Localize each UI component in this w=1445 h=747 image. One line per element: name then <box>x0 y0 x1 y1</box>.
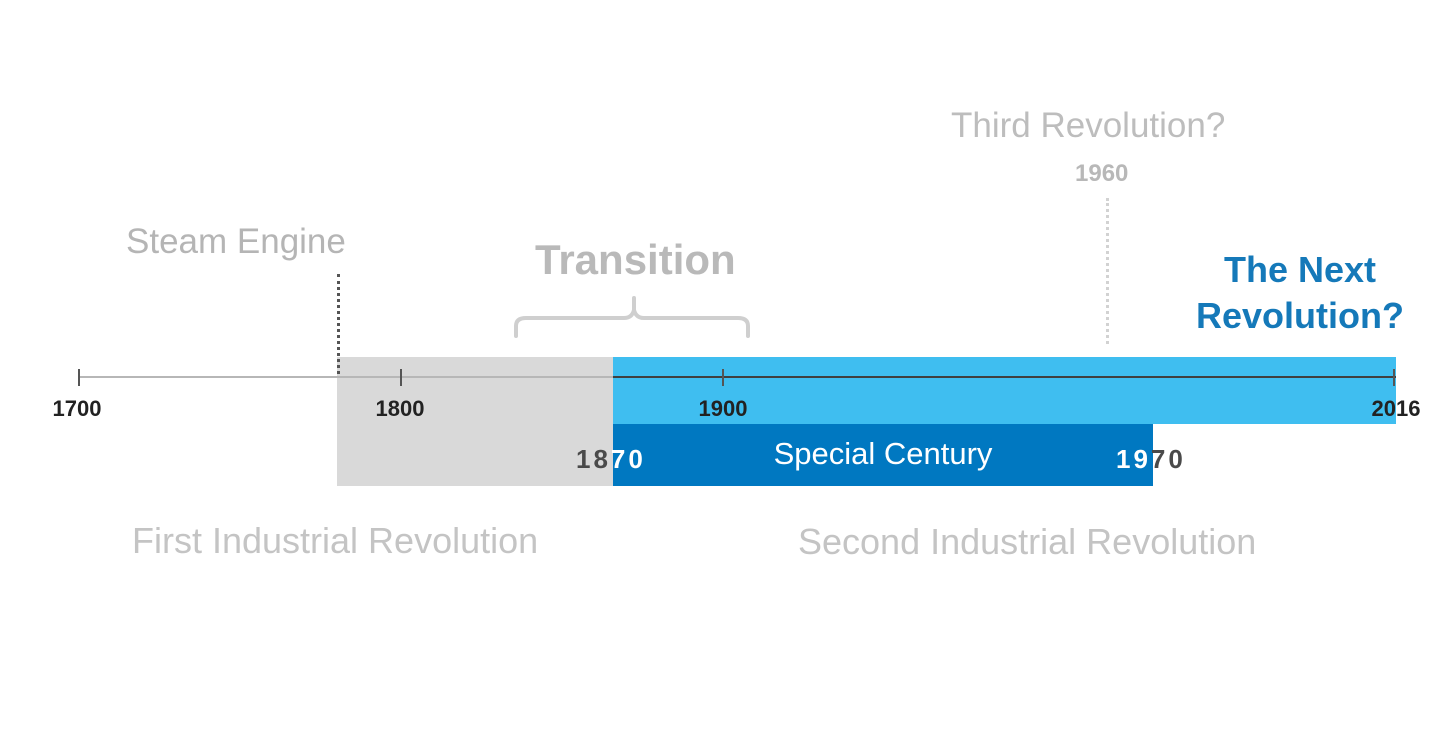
special-century-end-year: 1970 <box>1116 444 1186 475</box>
second-industrial-revolution-label: Second Industrial Revolution <box>798 521 1257 562</box>
start-year-part2: 70 <box>610 444 646 474</box>
transition-brace <box>514 296 750 338</box>
tick-1800 <box>400 369 402 386</box>
first-industrial-revolution-label: First Industrial Revolution <box>132 520 539 561</box>
year-label-1900: 1900 <box>698 396 748 421</box>
year-label-1700: 1700 <box>52 396 102 421</box>
year-label-1800: 1800 <box>375 396 425 421</box>
special-century-start-year: 1870 <box>576 444 646 475</box>
next-revolution-line2: Revolution? <box>1196 295 1404 336</box>
transition-label: Transition <box>535 236 736 283</box>
start-year-part1: 18 <box>576 444 611 474</box>
end-year-part2: 70 <box>1150 444 1186 474</box>
third-revolution-year: 1960 <box>1075 160 1129 187</box>
next-revolution-line1: The Next <box>1223 249 1377 290</box>
special-century-label: Special Century <box>773 436 993 471</box>
tick-1700 <box>78 369 80 386</box>
first-revolution-band <box>337 357 613 486</box>
timeline-axis-past <box>79 376 613 378</box>
special-century-band <box>613 424 1153 486</box>
steam-engine-marker <box>337 274 340 374</box>
second-revolution-band <box>613 357 1396 424</box>
tick-2016 <box>1393 369 1395 386</box>
steam-engine-label: Steam Engine <box>126 222 346 261</box>
third-revolution-marker <box>1106 198 1109 344</box>
third-revolution-label: Third Revolution? <box>951 106 1226 145</box>
tick-1900 <box>722 369 724 386</box>
year-label-2016: 2016 <box>1371 396 1421 421</box>
end-year-part1: 19 <box>1116 444 1151 474</box>
next-revolution-label: The Next Revolution? <box>1192 247 1408 339</box>
timeline-axis-present <box>613 376 1396 378</box>
